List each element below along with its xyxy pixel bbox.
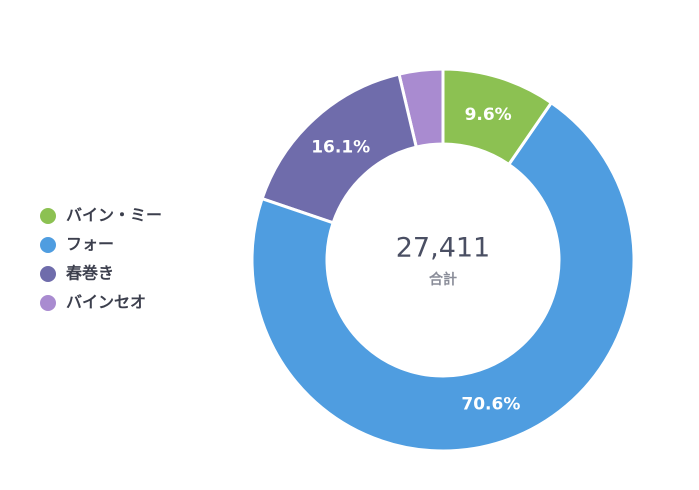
data-label: 9.6% — [465, 105, 512, 125]
center-total: 27,411 — [396, 233, 490, 264]
segment — [260, 72, 419, 225]
legend-marker — [40, 208, 56, 224]
data-label: 16.1% — [311, 138, 370, 158]
legend-marker — [40, 266, 56, 282]
legend-marker — [40, 295, 56, 311]
legend-label: 春巻き — [65, 264, 114, 283]
center-caption: 合計 — [429, 271, 457, 288]
legend-label: フォー — [66, 235, 114, 254]
legend-marker — [40, 237, 56, 253]
segment — [441, 67, 554, 167]
segment — [250, 100, 636, 453]
legend-label: バインセオ — [66, 293, 146, 312]
data-label: 70.6% — [461, 394, 520, 414]
legend-label: バイン・ミー — [66, 206, 162, 225]
